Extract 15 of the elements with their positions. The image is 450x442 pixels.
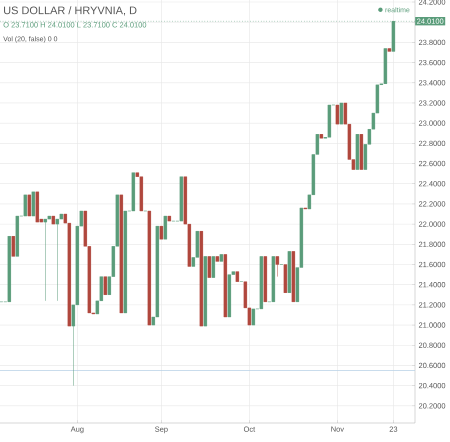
candlestick [212,256,216,278]
candlestick [28,194,32,216]
candlestick [276,256,280,277]
candlestick [24,194,28,216]
candlestick [340,102,344,124]
candlestick [160,226,164,240]
chart-title: US DOLLAR / HRYVNIA, D [4,6,136,16]
candlestick [336,104,340,124]
candlestick [252,308,256,326]
candlestick [12,236,16,257]
candlestick [104,276,108,296]
candlestick [164,216,168,240]
candlestick [236,271,240,282]
candlestick [208,256,212,278]
candlestick [44,218,48,302]
